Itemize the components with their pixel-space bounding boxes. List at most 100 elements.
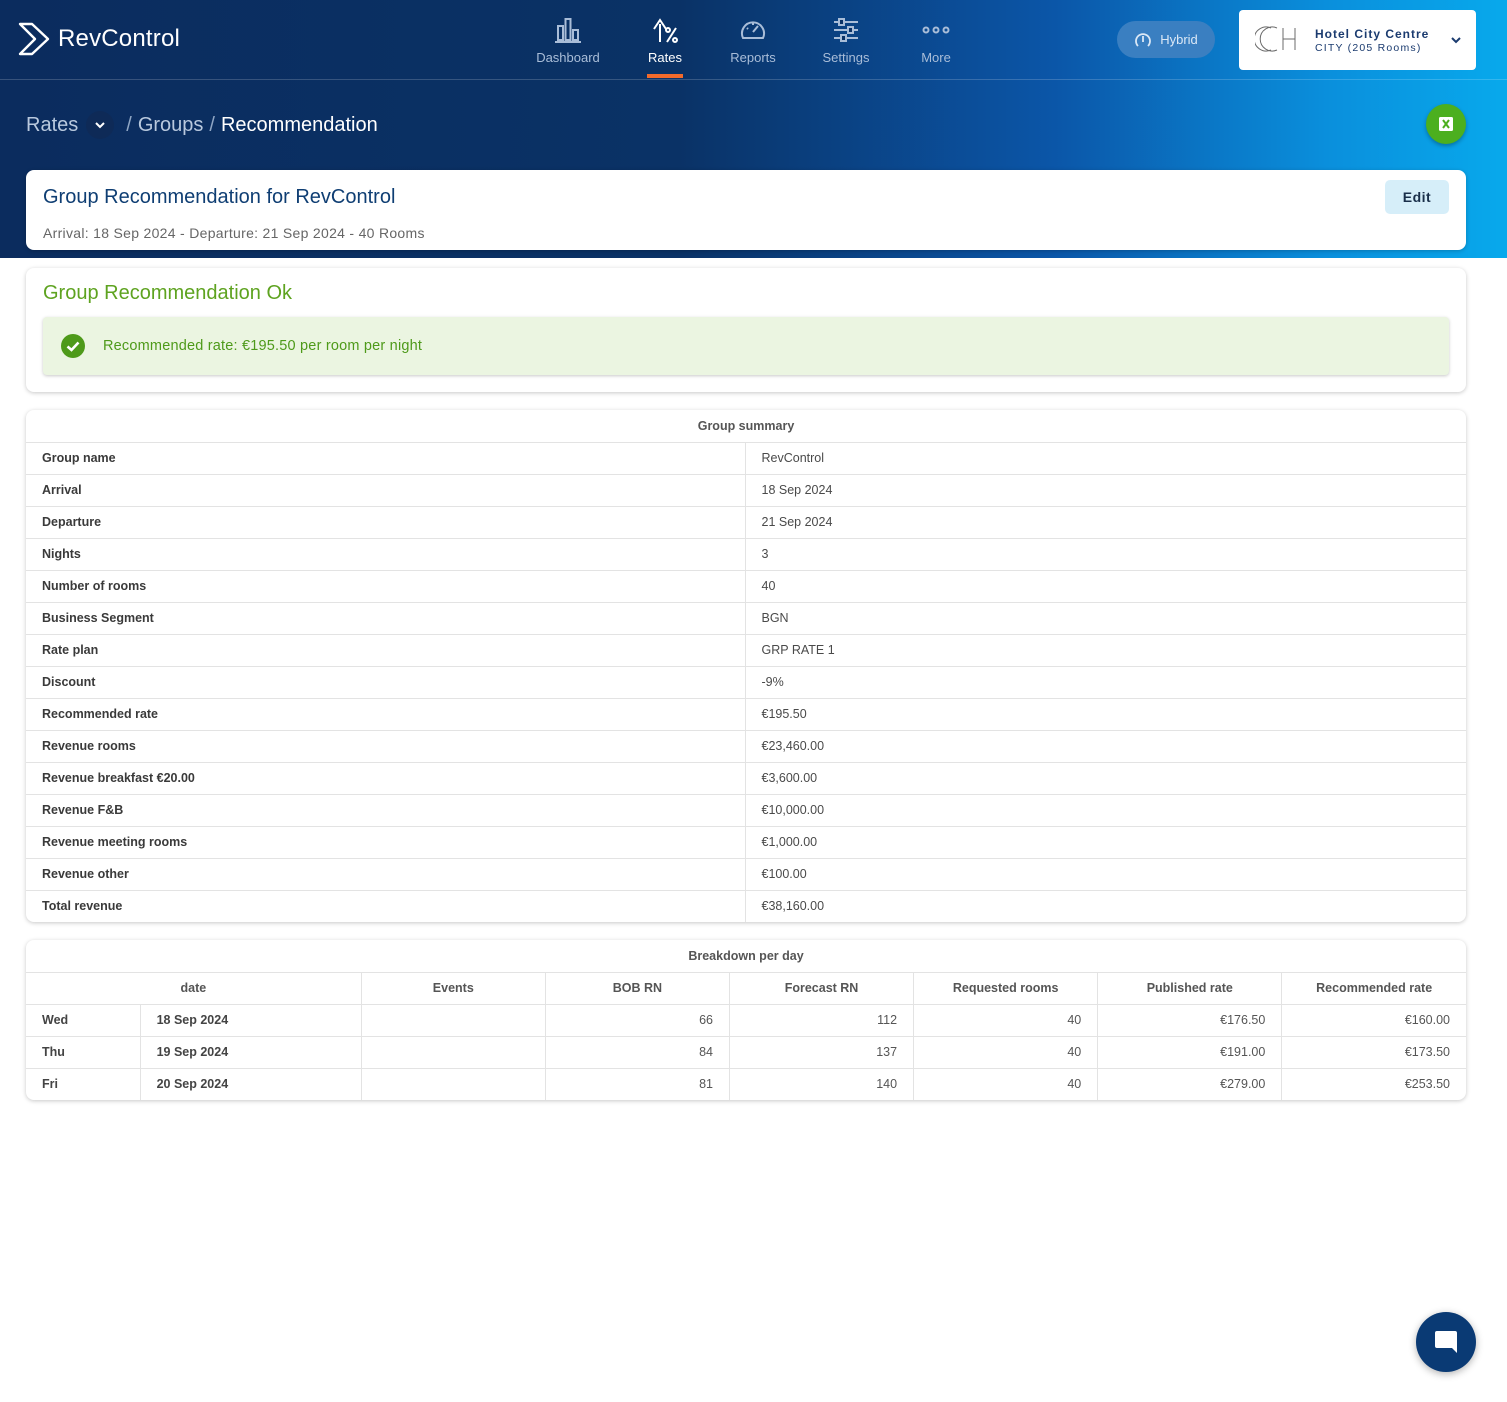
- chat-widget-button[interactable]: [1416, 1312, 1476, 1372]
- forecast-rn-cell: 137: [729, 1036, 915, 1069]
- day-cell: Thu: [26, 1036, 141, 1069]
- summary-key: Nights: [26, 538, 746, 571]
- forecast-rn-cell: 112: [729, 1004, 915, 1037]
- summary-key: Revenue rooms: [26, 730, 746, 763]
- summary-key: Revenue meeting rooms: [26, 826, 746, 859]
- hotel-logo-icon: [1255, 26, 1296, 52]
- hotel-selector[interactable]: Hotel City Centre CITY (205 Rooms): [1239, 10, 1476, 70]
- status-title: Group Recommendation Ok: [43, 282, 293, 304]
- mode-toggle-button[interactable]: Hybrid: [1117, 21, 1215, 58]
- col-recommended-rate: Recommended rate: [1281, 972, 1466, 1005]
- bob-rn-cell: 66: [545, 1004, 730, 1037]
- summary-value: €3,600.00: [745, 762, 1466, 795]
- date-cell: 20 Sep 2024: [140, 1068, 362, 1100]
- more-dots-icon: [922, 26, 950, 34]
- summary-key: Revenue other: [26, 858, 746, 891]
- col-events: Events: [361, 972, 546, 1005]
- status-message: Recommended rate: €195.50 per room per n…: [103, 338, 423, 354]
- breadcrumb-groups[interactable]: Groups: [137, 113, 204, 136]
- summary-key: Revenue F&B: [26, 794, 746, 827]
- breadcrumb-rates[interactable]: Rates: [26, 113, 79, 136]
- summary-key: Number of rooms: [26, 570, 746, 603]
- group-summary-table: Group summary Group name RevControl Arriva…: [26, 410, 1466, 922]
- nav-reports-label: Reports: [730, 50, 776, 65]
- sliders-icon: [834, 18, 858, 42]
- summary-value: €23,460.00: [745, 730, 1466, 763]
- top-navigation-bar: RevControl Dashboard Rates: [0, 0, 1507, 80]
- chevron-down-icon: [1451, 37, 1461, 44]
- chevron-down-icon: [95, 122, 105, 129]
- nav-dashboard[interactable]: Dashboard: [523, 16, 613, 65]
- summary-row: Arrival 18 Sep 2024: [26, 474, 1466, 507]
- revcontrol-logo-icon: [18, 22, 50, 56]
- events-cell: [361, 1068, 546, 1100]
- summary-row: Revenue F&B €10,000.00: [26, 794, 1466, 827]
- day-cell: Wed: [26, 1004, 141, 1037]
- summary-row: Revenue rooms €23,460.00: [26, 730, 1466, 763]
- requested-rooms-cell: 40: [913, 1036, 1099, 1069]
- edit-button[interactable]: Edit: [1385, 180, 1449, 214]
- col-bob-rn: BOB RN: [545, 972, 730, 1005]
- nav-settings-label: Settings: [822, 50, 870, 65]
- hotel-subtitle: CITY (205 Rooms): [1315, 41, 1422, 54]
- summary-key: Arrival: [26, 474, 746, 507]
- group-meta: Arrival: 18 Sep 2024 - Departure: 21 Sep…: [43, 225, 425, 241]
- summary-row: Group name RevControl: [26, 442, 1466, 475]
- summary-key: Departure: [26, 506, 746, 539]
- summary-caption: Group summary: [26, 410, 1466, 443]
- date-cell: 19 Sep 2024: [140, 1036, 362, 1069]
- summary-key: Rate plan: [26, 634, 746, 667]
- breakdown-caption: Breakdown per day: [26, 940, 1466, 973]
- app-name: RevControl: [58, 25, 181, 52]
- breadcrumb: Rates / Groups / Recommendation: [26, 111, 378, 139]
- summary-value: €10,000.00: [745, 794, 1466, 827]
- breakdown-card: Breakdown per day date Events BOB RN For…: [26, 940, 1466, 1100]
- published-rate-cell: €279.00: [1097, 1068, 1283, 1100]
- bar-chart-icon: [555, 18, 581, 43]
- summary-key: Total revenue: [26, 890, 746, 922]
- summary-value: -9%: [745, 666, 1466, 699]
- col-requested-rooms: Requested rooms: [913, 972, 1099, 1005]
- breadcrumb-current: Recommendation: [220, 113, 378, 136]
- summary-value: €195.50: [745, 698, 1466, 731]
- summary-value: 3: [745, 538, 1466, 571]
- excel-icon: [1439, 117, 1453, 131]
- day-cell: Fri: [26, 1068, 141, 1100]
- status-banner: Recommended rate: €195.50 per room per n…: [43, 317, 1449, 375]
- summary-row: Rate plan GRP RATE 1: [26, 634, 1466, 667]
- summary-row: Total revenue €38,160.00: [26, 890, 1466, 922]
- check-circle-icon: [61, 334, 85, 358]
- summary-row: Business Segment BGN: [26, 602, 1466, 635]
- breakdown-row: Thu 19 Sep 2024 84 137 40 €191.00 €173.50: [26, 1036, 1466, 1069]
- breakdown-row: Wed 18 Sep 2024 66 112 40 €176.50 €160.00: [26, 1004, 1466, 1037]
- bob-rn-cell: 81: [545, 1068, 730, 1100]
- breadcrumb-separator: /: [209, 113, 215, 136]
- nav-rates[interactable]: Rates: [620, 16, 710, 78]
- hybrid-gauge-icon: [1135, 32, 1152, 47]
- requested-rooms-cell: 40: [913, 1068, 1099, 1100]
- breadcrumb-dropdown-button[interactable]: [86, 111, 115, 139]
- nav-reports[interactable]: Reports: [708, 16, 798, 65]
- published-rate-cell: €191.00: [1097, 1036, 1283, 1069]
- page-title: Group Recommendation for RevControl: [43, 186, 396, 208]
- breakdown-table: Breakdown per day date Events BOB RN For…: [26, 940, 1466, 1100]
- col-forecast-rn: Forecast RN: [729, 972, 915, 1005]
- breakdown-row: Fri 20 Sep 2024 81 140 40 €279.00 €253.50: [26, 1068, 1466, 1100]
- summary-row: Revenue breakfast €20.00 €3,600.00: [26, 762, 1466, 795]
- summary-value: €1,000.00: [745, 826, 1466, 859]
- summary-key: Revenue breakfast €20.00: [26, 762, 746, 795]
- nav-more[interactable]: More: [891, 16, 981, 65]
- revcontrol-logo[interactable]: RevControl: [18, 22, 180, 56]
- summary-row: Revenue meeting rooms €1,000.00: [26, 826, 1466, 859]
- summary-value: €100.00: [745, 858, 1466, 891]
- summary-value: 40: [745, 570, 1466, 603]
- summary-row: Revenue other €100.00: [26, 858, 1466, 891]
- gauge-icon: [741, 21, 765, 39]
- group-header-card: Group Recommendation for RevControl Arri…: [26, 170, 1466, 250]
- published-rate-cell: €176.50: [1097, 1004, 1283, 1037]
- export-excel-button[interactable]: [1426, 104, 1466, 144]
- group-summary-card: Group summary Group name RevControl Arriva…: [26, 410, 1466, 922]
- summary-value: 18 Sep 2024: [745, 474, 1466, 507]
- nav-settings[interactable]: Settings: [801, 16, 891, 65]
- col-date: date: [26, 972, 362, 1005]
